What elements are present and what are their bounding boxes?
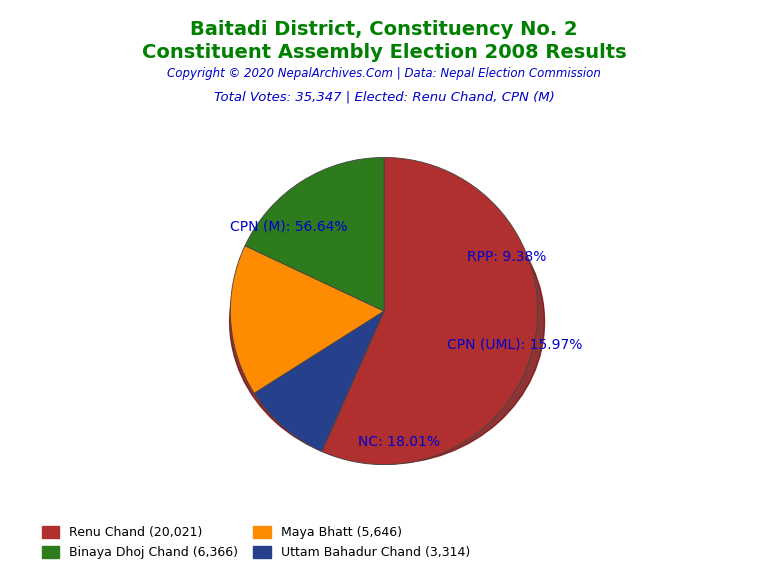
Text: RPP: 9.38%: RPP: 9.38% <box>467 251 547 264</box>
Legend: Renu Chand (20,021), Binaya Dhoj Chand (6,366), Maya Bhatt (5,646), Uttam Bahadu: Renu Chand (20,021), Binaya Dhoj Chand (… <box>37 521 475 564</box>
Text: CPN (UML): 15.97%: CPN (UML): 15.97% <box>447 338 582 352</box>
Text: NC: 18.01%: NC: 18.01% <box>359 435 440 449</box>
Wedge shape <box>230 246 384 393</box>
Wedge shape <box>322 157 538 465</box>
Text: Total Votes: 35,347 | Elected: Renu Chand, CPN (M): Total Votes: 35,347 | Elected: Renu Chan… <box>214 90 554 104</box>
Text: Constituent Assembly Election 2008 Results: Constituent Assembly Election 2008 Resul… <box>141 43 627 62</box>
Text: Copyright © 2020 NepalArchives.Com | Data: Nepal Election Commission: Copyright © 2020 NepalArchives.Com | Dat… <box>167 67 601 81</box>
Text: Baitadi District, Constituency No. 2: Baitadi District, Constituency No. 2 <box>190 20 578 39</box>
Wedge shape <box>254 311 384 452</box>
Wedge shape <box>245 157 384 311</box>
Text: CPN (M): 56.64%: CPN (M): 56.64% <box>230 219 347 233</box>
Ellipse shape <box>230 180 545 464</box>
